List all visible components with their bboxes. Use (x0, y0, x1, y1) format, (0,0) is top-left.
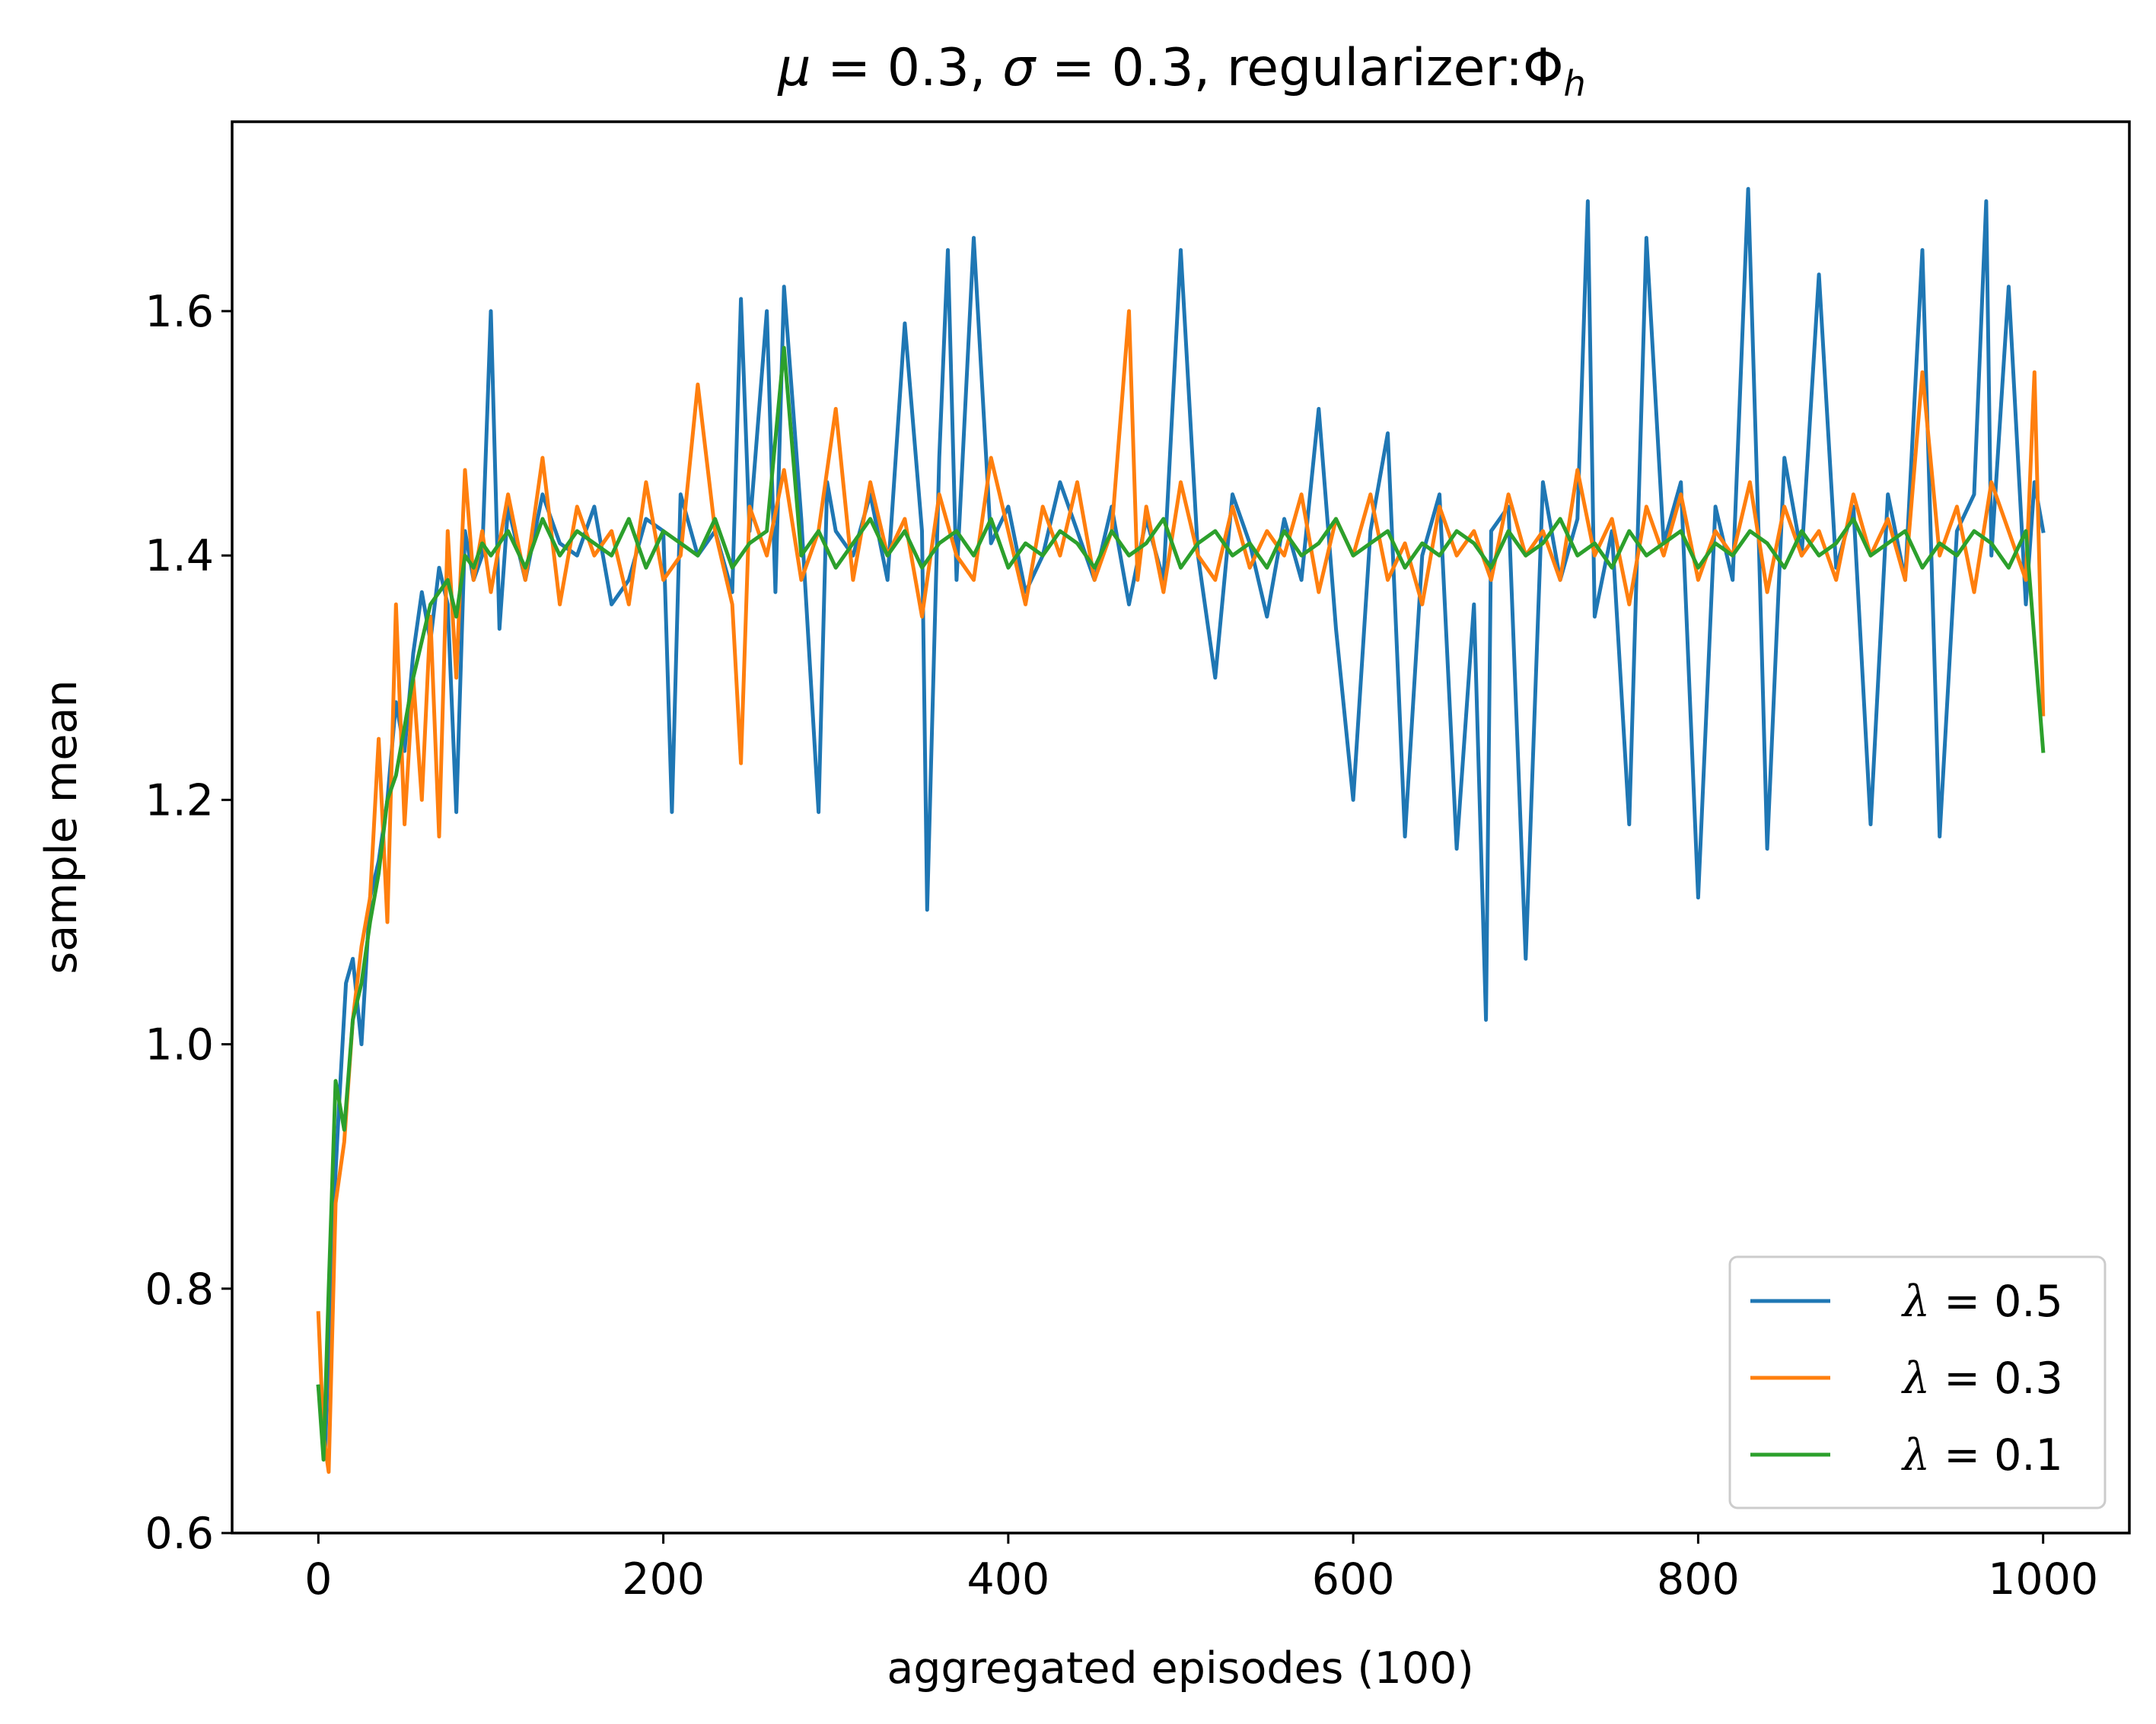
x-tick-label: 800 (1657, 1554, 1740, 1605)
y-tick-label: 1.4 (145, 531, 214, 581)
legend-label-1: λ = 0.3 (1901, 1353, 2063, 1404)
chart-title: μ = 0.3, σ = 0.3, regularizer:Φh (777, 38, 1585, 104)
y-tick-label: 0.6 (145, 1509, 214, 1559)
x-axis-ticks: 0 200 400 600 800 1000 (304, 1533, 2098, 1605)
y-tick-label: 0.8 (145, 1264, 214, 1315)
series-lines (316, 186, 2046, 1474)
y-tick-label: 1.6 (145, 287, 214, 337)
y-axis-ticks: 0.6 0.8 1.0 1.2 1.4 1.6 (145, 287, 232, 1559)
x-tick-label: 400 (967, 1554, 1049, 1605)
x-tick-label: 200 (622, 1554, 705, 1605)
legend-items: λ = 0.5 λ = 0.3 λ = 0.1 (1750, 1277, 2063, 1481)
x-axis-label: aggregated episodes (100) (887, 1643, 1473, 1694)
y-axis-label: sample mean (37, 679, 87, 974)
y-tick-label: 1.2 (145, 775, 214, 825)
x-tick-label: 600 (1312, 1554, 1395, 1605)
legend-label-2: λ = 0.1 (1901, 1430, 2063, 1481)
series-line-2 (316, 345, 2046, 1462)
x-tick-label: 0 (304, 1554, 332, 1605)
x-tick-label: 1000 (1988, 1554, 2098, 1605)
plot-area-frame (231, 120, 2131, 1535)
legend-label-0: λ = 0.5 (1901, 1277, 2063, 1327)
y-tick-label: 1.0 (145, 1020, 214, 1070)
legend-box (1728, 1255, 2107, 1509)
legend: λ = 0.5 λ = 0.3 λ = 0.1 (1728, 1255, 2107, 1509)
series-line-0 (316, 186, 2046, 1450)
